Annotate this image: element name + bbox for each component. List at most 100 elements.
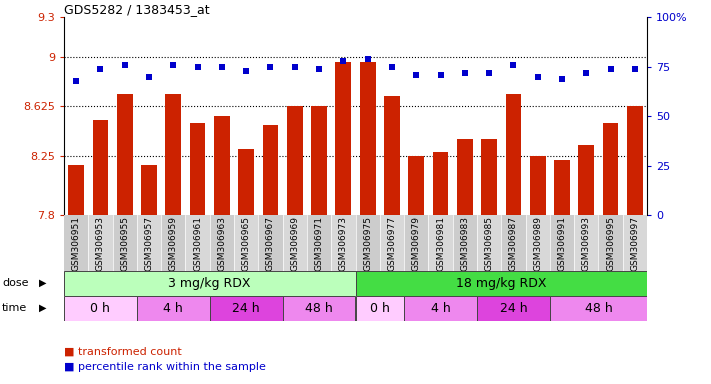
Text: GSM306993: GSM306993 xyxy=(582,216,591,271)
Text: GDS5282 / 1383453_at: GDS5282 / 1383453_at xyxy=(64,3,210,16)
Point xyxy=(435,71,447,78)
Bar xyxy=(186,215,210,271)
Text: GSM306987: GSM306987 xyxy=(509,216,518,271)
Bar xyxy=(457,139,473,215)
Bar xyxy=(550,296,647,321)
Bar xyxy=(331,215,356,271)
Bar xyxy=(453,215,477,271)
Text: GSM306983: GSM306983 xyxy=(460,216,469,271)
Text: GSM306975: GSM306975 xyxy=(363,216,372,271)
Text: ■ transformed count: ■ transformed count xyxy=(64,346,182,356)
Bar xyxy=(112,215,137,271)
Text: 24 h: 24 h xyxy=(232,302,260,314)
Bar xyxy=(623,215,647,271)
Text: ▶: ▶ xyxy=(39,278,47,288)
Text: GSM306963: GSM306963 xyxy=(218,216,226,271)
Bar xyxy=(404,296,477,321)
Text: time: time xyxy=(2,303,28,313)
Bar xyxy=(210,296,282,321)
Bar xyxy=(356,296,404,321)
Point xyxy=(240,68,252,74)
Point xyxy=(70,78,82,84)
Point xyxy=(508,62,519,68)
Point xyxy=(192,64,203,70)
Point xyxy=(556,76,567,82)
Point xyxy=(483,70,495,76)
Text: GSM306973: GSM306973 xyxy=(339,216,348,271)
Text: GSM306971: GSM306971 xyxy=(314,216,324,271)
Bar xyxy=(117,94,133,215)
Text: GSM306995: GSM306995 xyxy=(606,216,615,271)
Text: GSM306953: GSM306953 xyxy=(96,216,105,271)
Point xyxy=(314,66,325,72)
Text: GSM306957: GSM306957 xyxy=(144,216,154,271)
Point xyxy=(581,70,592,76)
Bar xyxy=(525,215,550,271)
Point xyxy=(144,74,155,80)
Bar xyxy=(404,215,428,271)
Bar xyxy=(428,215,453,271)
Text: 24 h: 24 h xyxy=(500,302,528,314)
Point xyxy=(119,62,130,68)
Bar xyxy=(356,215,380,271)
Text: GSM306969: GSM306969 xyxy=(290,216,299,271)
Bar xyxy=(210,215,234,271)
Text: ■ percentile rank within the sample: ■ percentile rank within the sample xyxy=(64,362,266,372)
Text: GSM306951: GSM306951 xyxy=(72,216,80,271)
Bar xyxy=(380,215,404,271)
Text: GSM306979: GSM306979 xyxy=(412,216,421,271)
Text: GSM306991: GSM306991 xyxy=(557,216,567,271)
Text: GSM306985: GSM306985 xyxy=(485,216,493,271)
Text: ▶: ▶ xyxy=(39,303,47,313)
Point xyxy=(410,71,422,78)
Text: GSM306965: GSM306965 xyxy=(242,216,251,271)
Bar xyxy=(408,156,424,215)
Bar xyxy=(627,106,643,215)
Text: GSM306967: GSM306967 xyxy=(266,216,275,271)
Bar xyxy=(432,152,449,215)
Bar xyxy=(501,215,525,271)
Bar xyxy=(214,116,230,215)
Bar xyxy=(574,215,599,271)
Point xyxy=(168,62,179,68)
Text: GSM306961: GSM306961 xyxy=(193,216,202,271)
Bar xyxy=(68,165,84,215)
Bar xyxy=(166,94,181,215)
Text: GSM306989: GSM306989 xyxy=(533,216,542,271)
Point xyxy=(216,64,228,70)
Bar xyxy=(64,296,137,321)
Point xyxy=(338,58,349,64)
Bar xyxy=(530,156,545,215)
Bar xyxy=(360,62,375,215)
Bar xyxy=(258,215,282,271)
Bar xyxy=(384,96,400,215)
Bar xyxy=(554,160,570,215)
Bar xyxy=(307,215,331,271)
Bar xyxy=(137,296,210,321)
Bar xyxy=(550,215,574,271)
Bar xyxy=(578,145,594,215)
Bar xyxy=(603,123,619,215)
Bar xyxy=(88,215,112,271)
Text: dose: dose xyxy=(2,278,28,288)
Bar xyxy=(477,296,550,321)
Text: 48 h: 48 h xyxy=(584,302,612,314)
Bar xyxy=(262,126,279,215)
Bar xyxy=(64,271,356,296)
Bar xyxy=(282,296,356,321)
Point xyxy=(459,70,471,76)
Bar xyxy=(141,165,157,215)
Bar xyxy=(137,215,161,271)
Point xyxy=(264,64,276,70)
Bar xyxy=(238,149,254,215)
Text: GSM306977: GSM306977 xyxy=(387,216,397,271)
Point xyxy=(532,74,543,80)
Bar xyxy=(311,106,327,215)
Bar xyxy=(92,120,108,215)
Bar xyxy=(64,215,88,271)
Point xyxy=(386,64,397,70)
Text: GSM306959: GSM306959 xyxy=(169,216,178,271)
Point xyxy=(289,64,301,70)
Text: 3 mg/kg RDX: 3 mg/kg RDX xyxy=(169,277,251,290)
Text: 4 h: 4 h xyxy=(431,302,450,314)
